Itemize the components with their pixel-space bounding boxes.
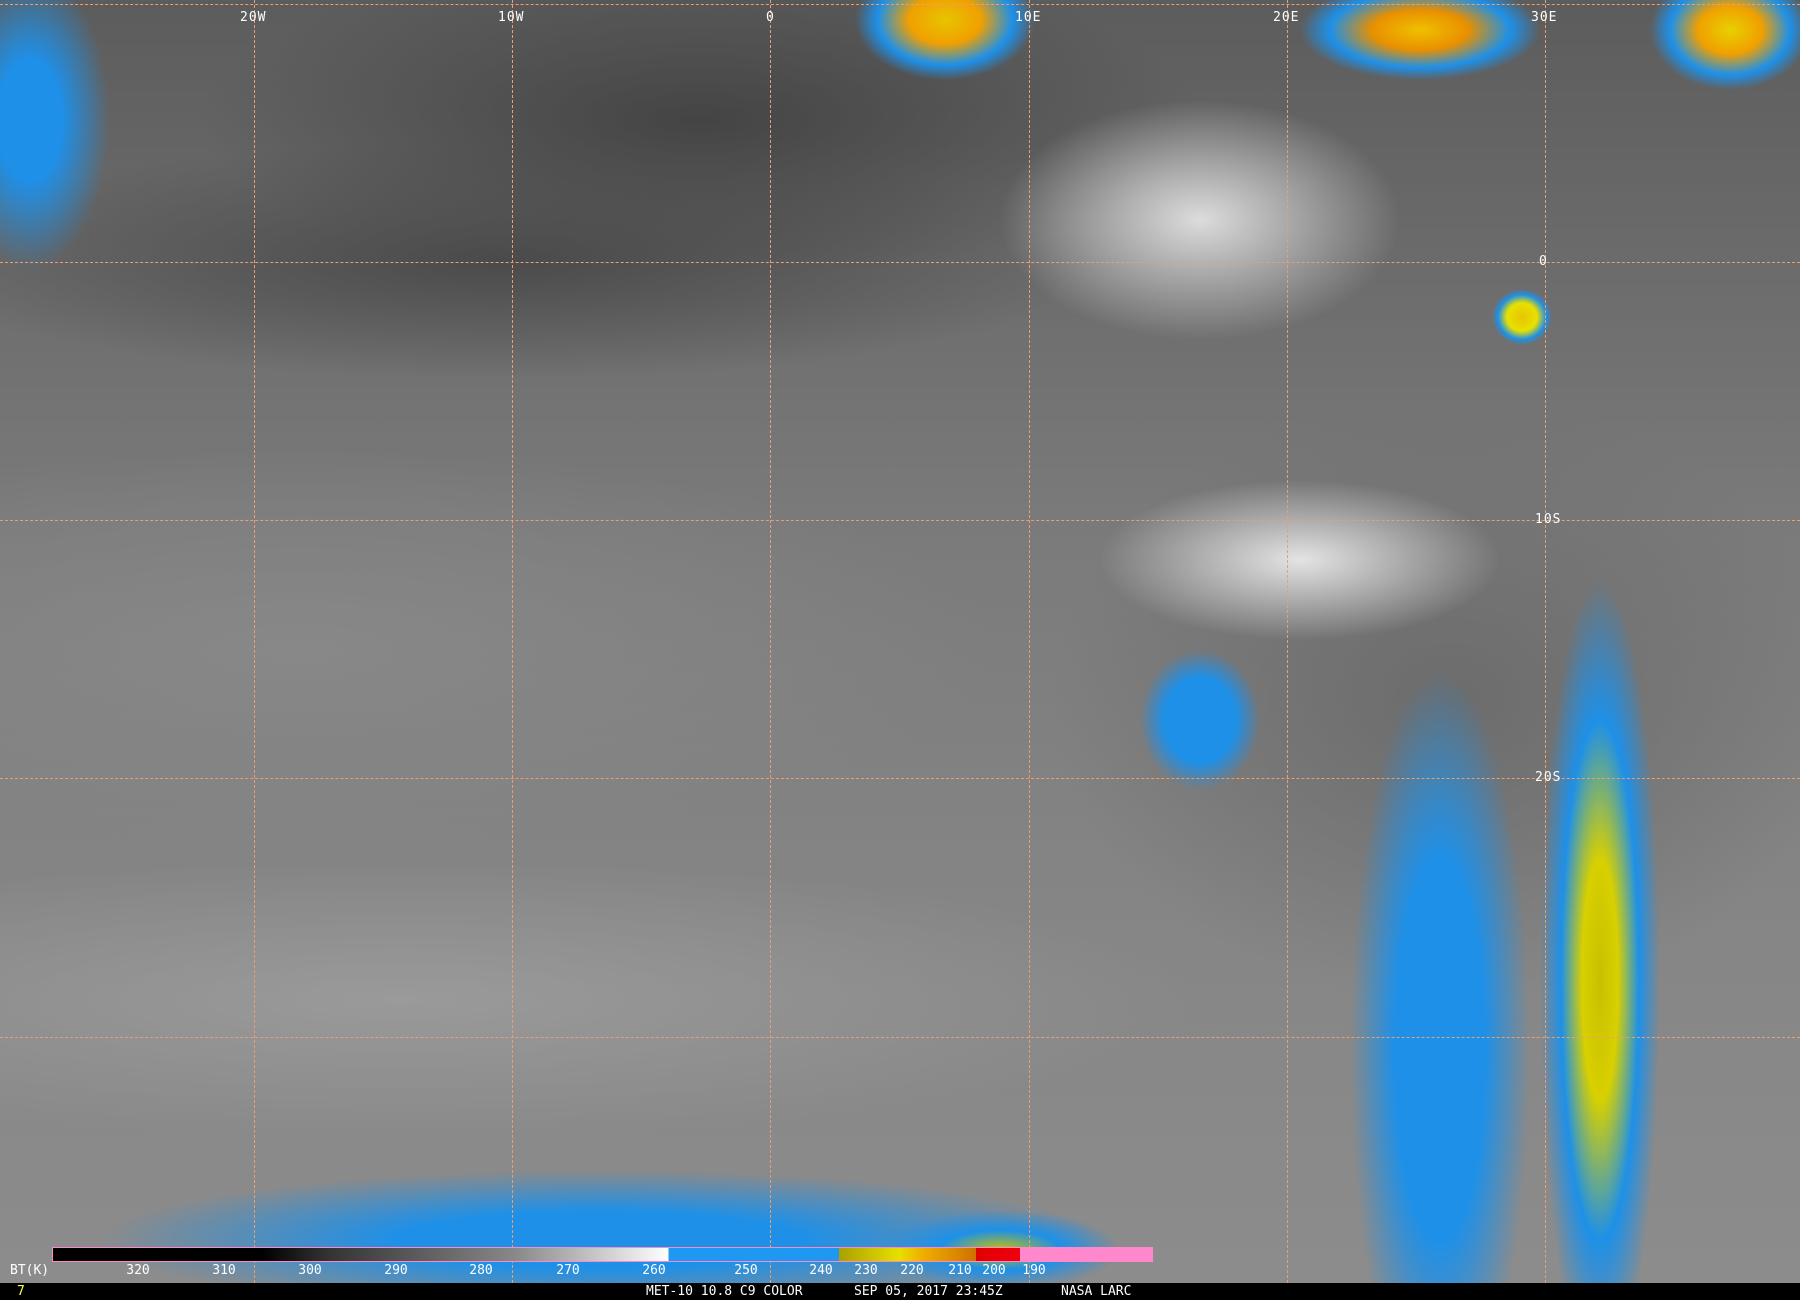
gridline-lon bbox=[1287, 0, 1288, 1283]
lat-label: 20S bbox=[1535, 770, 1562, 785]
datetime-label: SEP 05, 2017 23:45Z bbox=[854, 1284, 1003, 1299]
colorbar-tick: 240 bbox=[809, 1263, 833, 1278]
source-label: NASA LARC bbox=[1061, 1284, 1132, 1299]
gridline-lat bbox=[0, 1037, 1800, 1038]
lon-label: 30E bbox=[1531, 10, 1558, 25]
colorbar-title: BT(K) bbox=[10, 1263, 50, 1278]
gridline-lat bbox=[0, 4, 1800, 5]
colorbar-tick: 310 bbox=[212, 1263, 236, 1278]
brightness-temperature-colorbar bbox=[52, 1247, 1153, 1262]
colorbar-tick: 230 bbox=[854, 1263, 878, 1278]
lat-label: 0 bbox=[1539, 254, 1548, 269]
product-label: MET-10 10.8 C9 COLOR bbox=[646, 1284, 803, 1299]
colorbar-tick: 250 bbox=[734, 1263, 758, 1278]
lon-label: 10E bbox=[1015, 10, 1042, 25]
gridline-lon bbox=[770, 0, 771, 1283]
colorbar-tick: 190 bbox=[1022, 1263, 1046, 1278]
colorbar-tick: 260 bbox=[642, 1263, 666, 1278]
colorbar-tick: 280 bbox=[469, 1263, 493, 1278]
gridline-lon bbox=[254, 0, 255, 1283]
gridline-lon bbox=[1545, 0, 1546, 1283]
colorbar-tick: 220 bbox=[900, 1263, 924, 1278]
gridline-lat bbox=[0, 520, 1800, 521]
lon-label: 10W bbox=[498, 10, 525, 25]
gridline-lon bbox=[512, 0, 513, 1283]
status-footer: 7 MET-10 10.8 C9 COLOR SEP 05, 2017 23:4… bbox=[0, 1283, 1800, 1300]
gridline-lon bbox=[1029, 0, 1030, 1283]
colorbar-tick: 290 bbox=[384, 1263, 408, 1278]
lon-label: 20E bbox=[1273, 10, 1300, 25]
lon-label: 0 bbox=[766, 10, 775, 25]
colorbar-tick: 200 bbox=[982, 1263, 1006, 1278]
gridline-lat bbox=[0, 778, 1800, 779]
colorbar-tick: 300 bbox=[298, 1263, 322, 1278]
gridline-lat bbox=[0, 262, 1800, 263]
colorbar-tick: 270 bbox=[556, 1263, 580, 1278]
lon-label: 20W bbox=[240, 10, 267, 25]
frame-number: 7 bbox=[17, 1284, 25, 1299]
colorbar-tick: 210 bbox=[948, 1263, 972, 1278]
lat-label: 10S bbox=[1535, 512, 1562, 527]
colorbar-tick: 320 bbox=[126, 1263, 150, 1278]
